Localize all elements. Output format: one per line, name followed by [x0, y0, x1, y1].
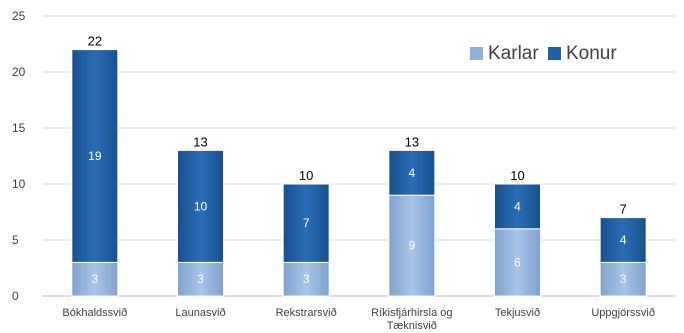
data-label: 3: [303, 272, 310, 286]
x-tick-label: Rekstrarsvið: [276, 307, 337, 319]
data-label: 6: [514, 255, 521, 269]
total-label: 7: [620, 202, 627, 217]
data-label: 10: [194, 199, 208, 213]
x-tick-label: Launasvið: [175, 307, 225, 319]
data-label: 4: [514, 199, 521, 213]
x-tick-label: Tæknisvið: [387, 320, 437, 332]
y-tick-label: 20: [12, 65, 26, 79]
bar-konur: [282, 183, 330, 263]
data-label: 3: [91, 272, 98, 286]
y-axis-tick-labels: 0 5 10 15 20 25: [12, 9, 26, 303]
bar-konur: [388, 149, 436, 196]
total-label: 13: [405, 134, 419, 149]
x-axis-tick-labels: Bókhaldssvið Launasvið Rekstrarsvið Ríkisfj…: [62, 307, 655, 332]
data-label: 4: [620, 233, 627, 247]
x-tick-label: Tekjusvið: [495, 307, 540, 319]
y-tick-label: 10: [12, 177, 26, 191]
bar-karlar: [388, 194, 436, 297]
bar-konur: [494, 183, 541, 230]
data-label: 3: [620, 272, 627, 286]
legend-label-konur: Konur: [566, 43, 617, 64]
bar-konur: [599, 217, 647, 263]
bar-karlar: [282, 261, 330, 297]
legend-swatch-konur: [548, 47, 561, 60]
total-label: 22: [88, 34, 102, 49]
x-tick-label: Uppgjörssvið: [591, 307, 655, 319]
gridlines: [42, 15, 676, 297]
bar-karlar: [599, 261, 647, 297]
x-tick-label: Bókhaldssvið: [62, 307, 127, 319]
data-label: 4: [408, 166, 415, 180]
total-label: 10: [299, 168, 313, 183]
data-label: 9: [408, 239, 415, 253]
legend-label-karlar: Karlar: [488, 43, 539, 64]
legend-swatch-karlar: [470, 47, 483, 60]
y-tick-label: 5: [12, 233, 19, 247]
y-tick-label: 15: [12, 121, 26, 135]
bar-karlar: [71, 261, 119, 297]
y-tick-label: 0: [12, 289, 19, 303]
bar-karlar: [177, 261, 224, 297]
legend: Karlar Konur: [470, 43, 617, 64]
bar-konur: [71, 49, 119, 263]
bars: 3 19 22 3 10 13 3 7 10 9 4 13 6 4 10 3 4 7: [71, 34, 647, 297]
data-label: 19: [88, 149, 102, 163]
data-label: 3: [197, 272, 204, 286]
data-label: 7: [303, 216, 310, 230]
total-label: 10: [510, 168, 524, 183]
total-label: 13: [193, 134, 207, 149]
bar-konur: [177, 149, 224, 263]
x-tick-label: Ríkisfjárhirsla og: [371, 307, 452, 319]
bar-karlar: [494, 228, 541, 297]
y-tick-label: 25: [12, 9, 26, 23]
